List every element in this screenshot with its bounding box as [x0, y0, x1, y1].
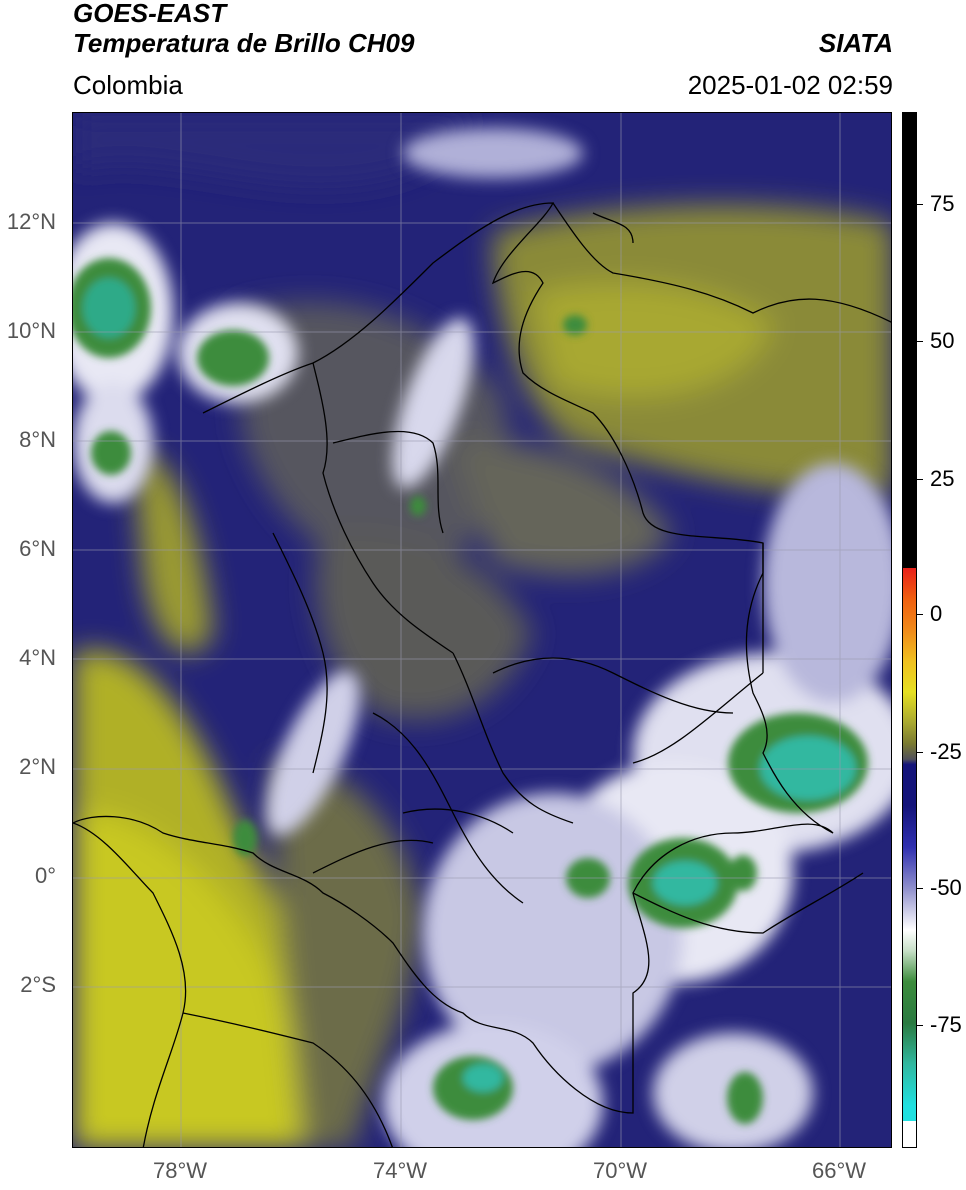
- lat-label-0: 0°: [34, 863, 56, 888]
- lat-label-10n: 10°N: [6, 318, 56, 343]
- map-imagery: [73, 113, 891, 1147]
- satellite-title: GOES-EAST: [73, 0, 227, 28]
- colorbar-label-50: 50: [930, 328, 955, 353]
- colorbar-tick: [917, 752, 923, 753]
- colorbar-tick: [917, 479, 923, 480]
- region-label: Colombia: [73, 70, 183, 100]
- organization-label: SIATA: [818, 28, 893, 58]
- colorbar-label-25: 25: [930, 466, 955, 491]
- lat-label-2n: 2°N: [19, 754, 56, 779]
- product-title: Temperatura de Brillo CH09: [73, 28, 415, 58]
- lon-label-74w: 74°W: [372, 1158, 428, 1183]
- colorbar-tick: [917, 1025, 923, 1026]
- timestamp-label: 2025-01-02 02:59: [687, 70, 893, 100]
- lat-label-8n: 8°N: [19, 427, 56, 452]
- colorbar-tick: [917, 204, 923, 205]
- colorbar-tick: [917, 888, 923, 889]
- colorbar-label-75: 75: [930, 191, 955, 216]
- gridlines: [73, 113, 891, 1147]
- colorbar-label-minus75: -75: [930, 1012, 962, 1037]
- colorbar-label-minus50: -50: [930, 875, 962, 900]
- lat-label-4n: 4°N: [19, 645, 56, 670]
- lon-label-78w: 78°W: [152, 1158, 208, 1183]
- country-borders: [73, 202, 891, 1147]
- lon-label-66w: 66°W: [811, 1158, 867, 1183]
- lat-label-6n: 6°N: [19, 536, 56, 561]
- lon-label-70w: 70°W: [592, 1158, 648, 1183]
- colorbar: [902, 112, 917, 1148]
- colorbar-tick: [917, 341, 923, 342]
- lat-label-12n: 12°N: [6, 209, 56, 234]
- colorbar-label-0: 0: [930, 601, 943, 626]
- lat-label-2s: 2°S: [20, 972, 56, 997]
- colorbar-label-minus25: -25: [930, 739, 962, 764]
- colorbar-tick: [917, 614, 923, 615]
- satellite-map: [72, 112, 892, 1148]
